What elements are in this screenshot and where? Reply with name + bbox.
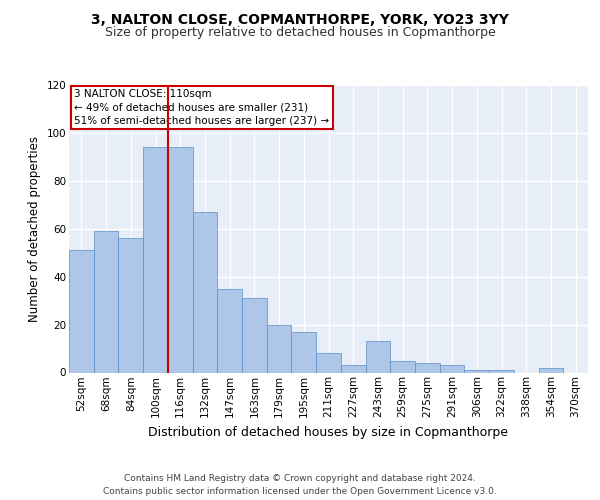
Bar xyxy=(69,250,94,372)
Bar xyxy=(292,332,316,372)
Bar xyxy=(193,212,217,372)
Bar xyxy=(94,231,118,372)
Text: 3 NALTON CLOSE: 110sqm
← 49% of detached houses are smaller (231)
51% of semi-de: 3 NALTON CLOSE: 110sqm ← 49% of detached… xyxy=(74,90,329,126)
Bar xyxy=(118,238,143,372)
Bar xyxy=(440,366,464,372)
Bar xyxy=(415,363,440,372)
Bar xyxy=(539,368,563,372)
Bar xyxy=(341,366,365,372)
Bar xyxy=(489,370,514,372)
Y-axis label: Number of detached properties: Number of detached properties xyxy=(28,136,41,322)
Text: 3, NALTON CLOSE, COPMANTHORPE, YORK, YO23 3YY: 3, NALTON CLOSE, COPMANTHORPE, YORK, YO2… xyxy=(91,12,509,26)
Bar xyxy=(217,288,242,372)
Bar xyxy=(365,342,390,372)
X-axis label: Distribution of detached houses by size in Copmanthorpe: Distribution of detached houses by size … xyxy=(149,426,509,438)
Bar xyxy=(464,370,489,372)
Bar xyxy=(390,360,415,372)
Bar xyxy=(143,148,168,372)
Bar xyxy=(242,298,267,372)
Bar xyxy=(267,324,292,372)
Text: Size of property relative to detached houses in Copmanthorpe: Size of property relative to detached ho… xyxy=(104,26,496,39)
Bar xyxy=(168,148,193,372)
Text: Contains HM Land Registry data © Crown copyright and database right 2024.
Contai: Contains HM Land Registry data © Crown c… xyxy=(103,474,497,496)
Bar xyxy=(316,354,341,372)
